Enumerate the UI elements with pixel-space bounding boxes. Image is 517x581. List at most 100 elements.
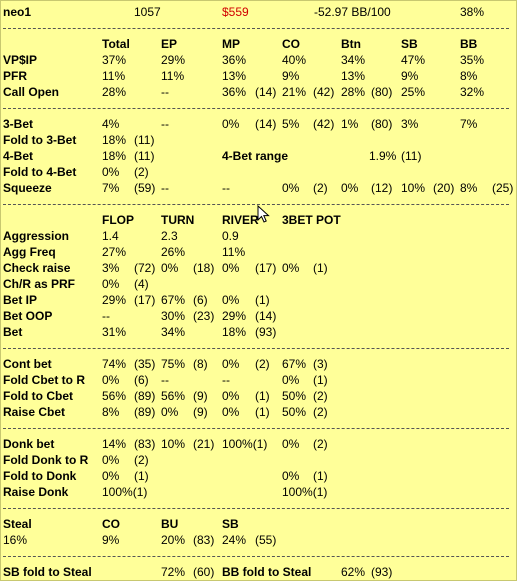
- stat-value: 0%: [222, 357, 240, 371]
- stat-count: (8): [193, 357, 208, 371]
- stat-value: --: [222, 373, 230, 387]
- stat-count: (23): [193, 309, 215, 323]
- stat-value: 50%: [282, 389, 307, 403]
- stat-value: 0%: [282, 181, 300, 195]
- stat-count: (35): [134, 357, 156, 371]
- stat-value: 72%: [161, 565, 186, 579]
- col-header-turn: TURN: [161, 213, 195, 227]
- stat-value: 32%: [460, 85, 485, 99]
- stat-value: 0%: [161, 405, 179, 419]
- row-label-4bet-range: 4-Bet range: [222, 149, 289, 163]
- stat-value: 14%: [102, 437, 127, 451]
- stat-value: 0%: [102, 373, 120, 387]
- stat-value: 0%: [341, 181, 359, 195]
- stat-value: 36%: [222, 53, 247, 67]
- stat-count: (20): [433, 181, 455, 195]
- row-label-sb-fold-to-steal: SB fold to Steal: [3, 565, 92, 579]
- stat-value: 40%: [282, 53, 307, 67]
- stat-count: (6): [193, 293, 208, 307]
- stat-value: 4%: [102, 117, 120, 131]
- stat-count: (11): [401, 149, 422, 163]
- divider: [3, 556, 509, 557]
- stat-count: (4): [134, 277, 149, 291]
- stat-value: 47%: [401, 53, 426, 67]
- stat-value: 50%: [282, 405, 307, 419]
- stat-value: 11%: [102, 69, 126, 83]
- col-header-flop: FLOP: [102, 213, 134, 227]
- col-header-steal-bu: BU: [161, 517, 179, 531]
- stat-value: 5%: [282, 117, 300, 131]
- row-label-bet-ip: Bet IP: [3, 293, 38, 307]
- row-label-fold-to-donk: Fold to Donk: [3, 469, 77, 483]
- col-header-3bet-pot: 3BET POT: [282, 213, 341, 227]
- stat-count: (2): [255, 357, 270, 371]
- stat-count: (42): [313, 117, 335, 131]
- row-label-raise-donk: Raise Donk: [3, 485, 69, 499]
- stat-count: (14): [255, 117, 277, 131]
- stat-count: (60): [193, 565, 215, 579]
- stat-value: 13%: [222, 69, 247, 83]
- stat-count: (11): [134, 149, 155, 163]
- stat-value: 8%: [460, 181, 478, 195]
- stat-value: 18%: [102, 133, 127, 147]
- stat-value: 11%: [222, 245, 246, 259]
- col-header-steal-sb: SB: [222, 517, 239, 531]
- stat-count: (83): [134, 437, 156, 451]
- stat-value: 7%: [102, 181, 120, 195]
- stat-count: (55): [255, 533, 277, 547]
- stat-value: 0%: [102, 469, 120, 483]
- stat-value: 9%: [102, 533, 120, 547]
- col-header-steal-co: CO: [102, 517, 120, 531]
- row-label-aggression: Aggression: [3, 229, 70, 243]
- row-label-bb-fold-to-steal: BB fold to Steal: [222, 565, 312, 579]
- col-header-river: RIVER: [222, 213, 259, 227]
- stat-value: 8%: [102, 405, 120, 419]
- stat-value: 30%: [161, 309, 186, 323]
- row-label-pfr: PFR: [3, 69, 27, 83]
- stat-value: 0%: [282, 261, 300, 275]
- stat-count: (14): [255, 85, 277, 99]
- stat-value: 0%: [102, 165, 120, 179]
- stat-value: 100%(1): [102, 485, 148, 499]
- stat-count: (80): [371, 117, 393, 131]
- stat-count: (89): [134, 389, 156, 403]
- row-label-donk-bet: Donk bet: [3, 437, 55, 451]
- header-percent: 38%: [460, 5, 485, 19]
- stat-count: (72): [134, 261, 156, 275]
- money-won: $559: [222, 5, 249, 19]
- stat-count: (14): [255, 309, 277, 323]
- stat-value: 0%: [161, 261, 179, 275]
- divider: [3, 28, 509, 29]
- stat-count: (2): [134, 453, 149, 467]
- stat-count: (9): [193, 389, 208, 403]
- row-label-3bet: 3-Bet: [3, 117, 34, 131]
- stat-value: 28%: [102, 85, 127, 99]
- divider: [3, 204, 509, 205]
- stat-value: 8%: [460, 69, 478, 83]
- stat-value: 100%(1): [282, 485, 328, 499]
- divider: [3, 348, 509, 349]
- stat-value: 0%: [222, 261, 240, 275]
- stat-value: 56%: [161, 389, 186, 403]
- stat-count: (2): [134, 165, 149, 179]
- stat-value: 0%: [282, 437, 300, 451]
- stat-count: (59): [134, 181, 156, 195]
- stat-count: (2): [313, 437, 328, 451]
- stat-count: (80): [371, 85, 393, 99]
- stat-value: --: [161, 373, 169, 387]
- stat-count: (17): [255, 261, 277, 275]
- stat-count: (2): [313, 405, 328, 419]
- stat-value: 20%: [161, 533, 186, 547]
- stat-value: 0%: [222, 117, 240, 131]
- stat-count: (1): [255, 293, 270, 307]
- col-header-btn: Btn: [341, 37, 361, 51]
- stat-value: 37%: [102, 53, 127, 67]
- stat-count: (9): [193, 405, 208, 419]
- stat-count: (93): [371, 565, 393, 579]
- stat-value: 9%: [282, 69, 300, 83]
- stat-value: 0%: [102, 453, 120, 467]
- col-header-mp: MP: [222, 37, 240, 51]
- row-label-steal: Steal: [3, 517, 32, 531]
- stat-value: 0%: [222, 405, 240, 419]
- stat-value: 25%: [401, 85, 426, 99]
